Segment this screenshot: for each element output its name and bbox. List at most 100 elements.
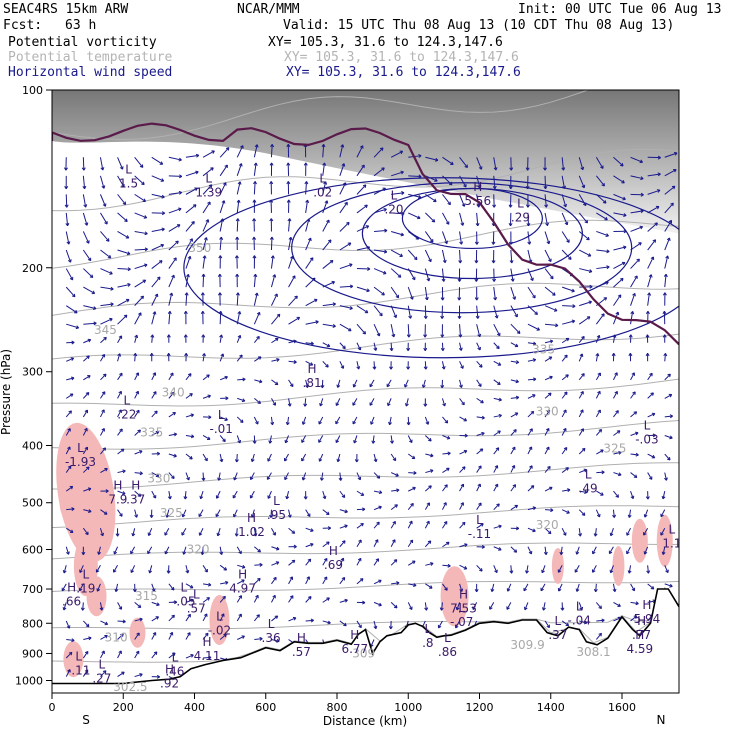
wind-vector [647,372,653,381]
wind-vector [578,391,584,399]
y-tick-label: 200 [22,262,43,275]
wind-vector [252,255,257,269]
wind-vector [613,212,627,217]
wind-vector [185,632,191,640]
wind-vector [493,397,502,402]
wind-vector [561,249,572,260]
wind-vector [561,231,570,243]
wind-vector [441,398,446,407]
pv-high-marker: H [131,478,140,492]
wind-vector [493,483,499,492]
wind-vector [322,302,336,307]
isentrope-label: 308.1 [576,645,610,659]
wind-vector [185,583,194,589]
wind-vector [493,323,501,337]
wind-vector [117,335,123,343]
wind-vector [285,416,290,426]
wind-vector [489,602,495,610]
wind-vector [134,471,143,476]
wind-vector [356,145,364,158]
pv-extremum-value: .95 [267,508,286,522]
wind-vector [134,312,142,325]
wind-vector [253,273,258,288]
wind-vector [134,156,144,168]
wind-vector [339,577,346,585]
wind-vector [219,334,224,343]
wind-vector [442,484,448,492]
wind-vector [303,398,308,407]
wind-vector [270,416,275,426]
wind-vector [339,540,346,548]
wind-vector [321,144,326,158]
wind-vector [339,305,353,310]
pv-extremum-label: H.57 [292,631,311,659]
pv-high-marker: H [297,631,306,645]
wind-vector [301,453,307,462]
wind-vector [595,632,602,640]
wind-vector [630,225,644,232]
wind-vector [65,212,70,227]
wind-vector [510,323,521,334]
wind-vector [356,361,361,370]
wind-vector [134,212,148,219]
wind-vector [117,633,124,640]
wind-vector [117,231,130,239]
wind-vector [284,472,289,481]
wind-vector [66,638,75,643]
wind-vector [442,194,451,206]
wind-vector [82,446,88,455]
wind-vector [457,305,462,319]
wind-vector [339,342,346,350]
wind-vector [493,157,498,171]
wind-vector [99,157,105,171]
wind-vector [647,392,654,399]
wind-vector [217,273,222,288]
wind-vector [578,231,590,241]
pv-extremum-value: 4.59 [626,642,653,656]
wind-vector [472,602,478,610]
pv-extremum-value: .92 [160,677,179,691]
wind-vector [424,249,432,263]
pv-low-marker: L [268,617,275,631]
wind-vector [83,321,97,326]
wind-vector [202,582,212,587]
wind-vector [441,231,448,245]
wind-vector [613,390,618,399]
wind-vector [235,292,240,306]
wind-vector [613,156,624,167]
wind-vector [389,361,394,370]
pv-high-marker: H [113,478,122,492]
wind-vector [168,631,174,640]
wind-vector [595,353,600,362]
pv-extremum-label: L.57 [187,588,206,616]
wind-vector [613,472,622,477]
wind-vector [578,447,586,455]
pv-low-marker: L [669,522,676,536]
wind-vector [356,620,362,629]
wind-vector [234,453,239,463]
wind-vector [523,583,529,592]
isentrope-line [52,542,679,560]
isentrope-line [52,462,679,490]
wind-vector [253,292,259,306]
wind-vector [442,416,449,424]
wind-vector [185,413,194,418]
wind-vector [301,435,307,443]
pv-low-marker: L [555,614,562,628]
wind-vector [288,255,294,269]
wind-vector [442,541,450,548]
wind-vector [596,265,610,270]
pv-extremum-value: -1.93 [65,455,96,469]
wind-vector [236,546,242,555]
wind-vector [117,390,122,399]
wind-vector [182,546,187,555]
wind-vector [134,632,140,640]
x-tick-label: 1000 [394,701,422,714]
wind-vector [630,292,636,306]
wind-vector [202,184,213,195]
wind-vector [458,342,463,351]
wind-vector [578,373,585,381]
wind-vector [390,539,396,547]
wind-vector [303,162,308,176]
